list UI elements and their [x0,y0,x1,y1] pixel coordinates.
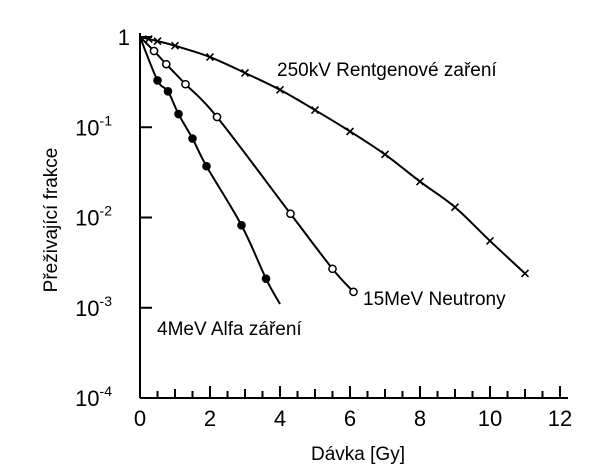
x-marker [310,106,320,115]
x-marker [205,52,215,62]
x-marker-stroke [170,41,180,50]
open-circle-marker [328,264,337,274]
open-circle-marker [212,112,222,122]
y-tick-label: 10-3 [75,293,112,321]
x-tick-label: 2 [204,406,216,431]
series-markers [144,34,530,297]
filled-circle-marker [237,220,246,230]
x-marker-stroke [275,85,285,94]
x-marker [520,269,530,278]
series-label-xray: 250kV Rentgenové zaření [277,60,497,81]
y-tick-label: 10-4 [75,383,112,411]
y-tick-label: 10-1 [75,112,112,140]
x-marker [275,85,285,94]
x-marker-stroke [345,127,355,136]
filled-circle-marker [261,274,271,283]
y-tick-label: 1 [118,25,130,50]
x-marker [144,34,153,44]
filled-circle-marker [163,87,173,96]
x-tick-label: 8 [414,406,426,431]
open-circle-marker [161,59,171,69]
x-marker [170,41,180,50]
filled-circle-marker [153,76,162,85]
x-marker-stroke [153,37,162,46]
x-marker [345,127,355,136]
filled-circle-marker [202,161,211,171]
x-marker [450,203,460,212]
x-tick-label: 10 [478,406,502,431]
x-marker-stroke [450,203,460,212]
x-marker-stroke [144,34,153,44]
open-circle-marker [149,46,159,56]
x-marker [380,150,390,159]
x-axis-title: Dávka [Gy] [311,444,405,465]
filled-circle-marker [188,134,197,143]
x-marker-stroke [205,52,215,62]
open-circle-marker [286,209,295,219]
x-tick-label: 4 [274,406,286,431]
y-axis-title: Přeživající frakce [41,148,62,293]
x-marker [240,68,250,77]
x-marker-stroke [485,236,495,245]
x-marker-stroke [520,269,530,278]
y-ticks: 1 10-1 10-2 10-3 10-4 [75,25,152,411]
open-circle-marker [349,287,358,297]
x-marker [415,177,425,186]
x-marker-stroke [310,106,320,115]
axes [139,33,568,399]
x-ticks: 0 2 4 6 8 10 12 [134,386,572,431]
x-marker [153,37,162,46]
x-tick-label: 6 [344,406,356,431]
open-circle-marker [181,79,190,89]
series-label-neutrons: 15MeV Neutrony [363,289,506,310]
x-marker-stroke [415,177,425,186]
y-tick-label: 10-2 [75,203,112,231]
filled-circle-marker [174,109,183,119]
x-marker [485,236,495,245]
x-tick-label: 12 [548,406,572,431]
series-label-alpha: 4MeV Alfa záření [157,319,302,340]
x-marker-stroke [240,68,250,77]
x-tick-label: 0 [134,406,146,431]
x-marker-stroke [380,150,390,159]
